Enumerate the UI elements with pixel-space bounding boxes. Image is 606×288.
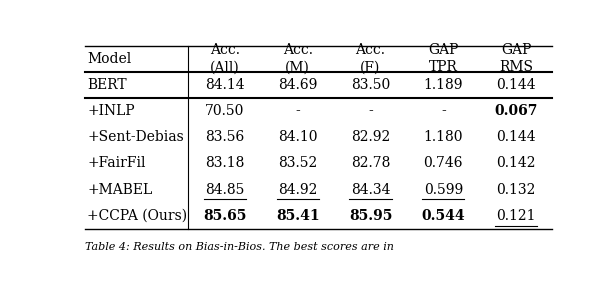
Text: -: - [295, 104, 300, 118]
Text: BERT: BERT [87, 78, 127, 92]
Text: +CCPA (Ours): +CCPA (Ours) [87, 209, 188, 223]
Text: 84.14: 84.14 [205, 78, 245, 92]
Text: 85.41: 85.41 [276, 209, 319, 223]
Text: 84.10: 84.10 [278, 130, 318, 144]
Text: 84.34: 84.34 [351, 183, 390, 197]
Text: GAP
RMS: GAP RMS [499, 43, 533, 74]
Text: 85.65: 85.65 [203, 209, 247, 223]
Text: 0.142: 0.142 [496, 156, 536, 170]
Text: 84.92: 84.92 [278, 183, 318, 197]
Text: Model: Model [87, 52, 132, 66]
Text: 0.746: 0.746 [424, 156, 463, 170]
Text: 0.599: 0.599 [424, 183, 463, 197]
Text: GAP
TPR: GAP TPR [428, 43, 458, 74]
Text: Table 4: Results on Bias-in-Bios. The best scores are in: Table 4: Results on Bias-in-Bios. The be… [85, 242, 394, 252]
Text: 83.52: 83.52 [278, 156, 318, 170]
Text: 0.144: 0.144 [496, 130, 536, 144]
Text: 0.067: 0.067 [494, 104, 538, 118]
Text: 1.189: 1.189 [424, 78, 463, 92]
Text: 70.50: 70.50 [205, 104, 245, 118]
Text: 84.69: 84.69 [278, 78, 318, 92]
Text: Acc.
(All): Acc. (All) [210, 43, 240, 74]
Text: -: - [441, 104, 445, 118]
Text: 83.56: 83.56 [205, 130, 244, 144]
Text: 82.78: 82.78 [351, 156, 390, 170]
Text: 1.180: 1.180 [424, 130, 463, 144]
Text: +FairFil: +FairFil [87, 156, 146, 170]
Text: 83.50: 83.50 [351, 78, 390, 92]
Text: -: - [368, 104, 373, 118]
Text: 83.18: 83.18 [205, 156, 245, 170]
Text: 0.544: 0.544 [421, 209, 465, 223]
Text: 84.85: 84.85 [205, 183, 245, 197]
Text: 85.95: 85.95 [349, 209, 392, 223]
Text: +MABEL: +MABEL [87, 183, 153, 197]
Text: +INLP: +INLP [87, 104, 135, 118]
Text: Acc.
(M): Acc. (M) [282, 43, 313, 74]
Text: 0.132: 0.132 [496, 183, 536, 197]
Text: 82.92: 82.92 [351, 130, 390, 144]
Text: 0.144: 0.144 [496, 78, 536, 92]
Text: 0.121: 0.121 [496, 209, 536, 223]
Text: +Sent-Debias: +Sent-Debias [87, 130, 184, 144]
Text: Acc.
(F): Acc. (F) [356, 43, 385, 74]
